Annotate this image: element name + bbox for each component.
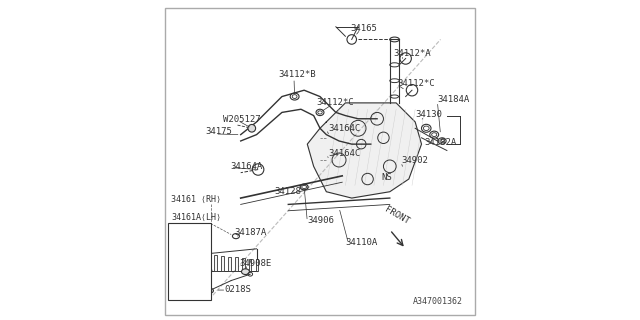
- Bar: [193, 253, 196, 271]
- Bar: [200, 254, 203, 271]
- Text: 34110A: 34110A: [346, 238, 378, 247]
- Circle shape: [248, 124, 255, 132]
- Bar: [168, 223, 211, 300]
- Polygon shape: [307, 103, 422, 198]
- Text: 34161A⟨LH⟩: 34161A⟨LH⟩: [171, 212, 221, 222]
- Text: 34190J: 34190J: [180, 233, 212, 242]
- Text: 34906: 34906: [307, 216, 334, 225]
- Text: A347001362: A347001362: [413, 297, 463, 306]
- Ellipse shape: [184, 239, 193, 246]
- Text: 34182A: 34182A: [425, 138, 457, 147]
- Bar: [207, 255, 210, 271]
- Text: 34130: 34130: [415, 109, 442, 118]
- Bar: [214, 255, 216, 271]
- Bar: [249, 259, 252, 271]
- Text: 34165: 34165: [350, 24, 377, 33]
- Text: 34128: 34128: [274, 187, 301, 196]
- Text: W205127: W205127: [223, 115, 261, 124]
- Text: 34112*C: 34112*C: [397, 79, 435, 88]
- Ellipse shape: [241, 269, 250, 275]
- Ellipse shape: [179, 269, 186, 273]
- Circle shape: [187, 291, 193, 297]
- Text: ⟨GREASE⟩: ⟨GREASE⟩: [174, 266, 214, 275]
- Text: 34902: 34902: [401, 156, 428, 165]
- Bar: [242, 258, 244, 271]
- Text: 34164C: 34164C: [328, 149, 360, 158]
- Text: 34112*B: 34112*B: [279, 70, 316, 79]
- Ellipse shape: [208, 288, 213, 293]
- Text: 34187A: 34187A: [234, 228, 267, 237]
- Text: 34161 ⟨RH⟩: 34161 ⟨RH⟩: [171, 195, 221, 204]
- Bar: [221, 256, 223, 271]
- Text: 34112*C: 34112*C: [317, 99, 355, 108]
- Text: 34164C: 34164C: [328, 124, 360, 133]
- Bar: [235, 257, 237, 271]
- Text: 0218S: 0218S: [225, 284, 252, 294]
- Text: 34184A: 34184A: [437, 95, 470, 104]
- Bar: [228, 257, 230, 271]
- Text: NS: NS: [382, 173, 392, 182]
- Text: 34175: 34175: [206, 127, 233, 136]
- Text: FRONT: FRONT: [383, 205, 412, 227]
- Text: 34164A: 34164A: [230, 162, 263, 171]
- Text: 34112*A: 34112*A: [393, 49, 431, 58]
- Text: 34908E: 34908E: [239, 259, 271, 268]
- Bar: [256, 259, 259, 271]
